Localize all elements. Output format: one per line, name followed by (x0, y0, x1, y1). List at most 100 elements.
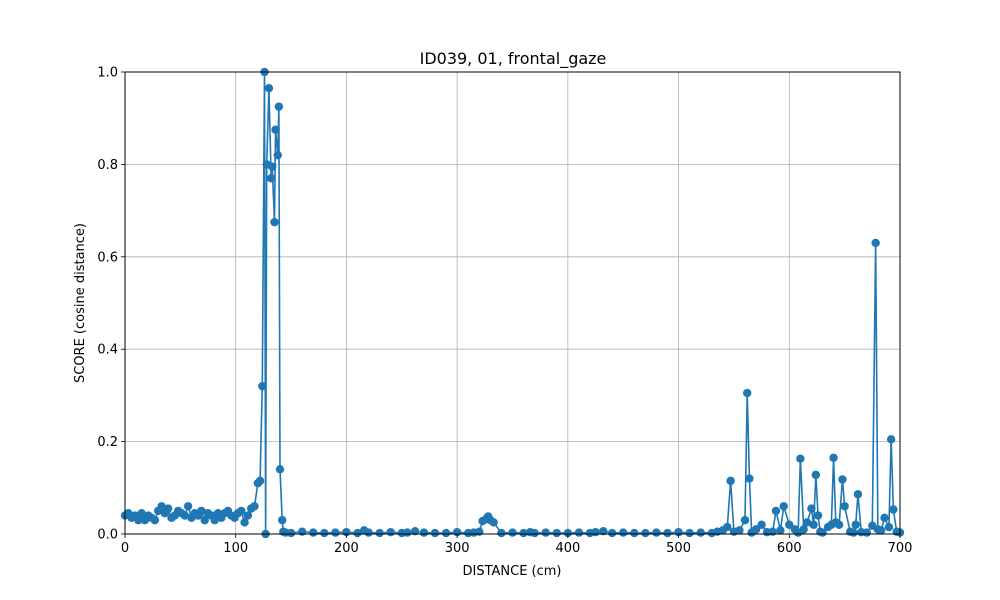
data-point (519, 528, 528, 538)
data-point (813, 511, 823, 520)
data-point (264, 83, 274, 93)
data-point (889, 505, 898, 514)
data-point (137, 509, 146, 518)
data-point (430, 528, 440, 538)
data-point (331, 528, 340, 537)
data-point (862, 528, 871, 537)
x-tick-label: 700 (888, 541, 913, 556)
data-point (364, 528, 373, 537)
data-point (275, 465, 285, 474)
data-point (183, 502, 193, 511)
data-point (740, 515, 750, 525)
data-point (880, 513, 889, 523)
data-point (745, 474, 754, 483)
data-point (884, 522, 894, 532)
data-point (757, 520, 766, 529)
x-axis-label: DISTANCE (cm) (462, 564, 561, 579)
data-point (818, 528, 827, 537)
data-point (876, 526, 886, 535)
data-point (419, 528, 429, 537)
data-point (375, 528, 384, 538)
data-point (619, 528, 628, 537)
data-point (829, 453, 838, 462)
data-point (410, 527, 420, 536)
data-point (552, 528, 561, 538)
data-point (771, 506, 781, 516)
x-axis-ticks: 0 100 200 300 400 500 600 700 (121, 534, 913, 556)
y-tick-label: 0.6 (97, 250, 118, 265)
data-point (266, 174, 276, 183)
y-tick-label: 0.8 (97, 158, 118, 173)
data-point (163, 504, 173, 513)
data-point (270, 217, 279, 227)
data-point (599, 527, 608, 536)
y-axis-ticks: 0.0 0.2 0.4 0.6 0.8 1.0 (97, 66, 125, 543)
y-tick-label: 0.2 (97, 435, 118, 450)
data-point (210, 515, 219, 525)
data-point (320, 528, 329, 538)
data-point (309, 528, 318, 537)
data-point (134, 515, 143, 525)
y-tick-label: 0.0 (97, 528, 118, 543)
data-point (607, 528, 617, 538)
data-point (853, 490, 863, 499)
data-point (685, 528, 694, 538)
data-point (197, 506, 206, 516)
data-point (751, 525, 761, 534)
series-layer (120, 67, 905, 539)
data-point (258, 381, 267, 391)
data-point (243, 511, 253, 520)
y-tick-label: 0.4 (97, 343, 118, 358)
data-point (723, 522, 732, 532)
data-point (180, 511, 189, 520)
x-tick-label: 100 (223, 541, 248, 556)
x-tick-label: 500 (666, 541, 691, 556)
x-tick-label: 0 (121, 541, 129, 556)
data-point (268, 162, 277, 171)
data-point (200, 515, 209, 525)
data-point (743, 388, 752, 398)
data-point (809, 520, 818, 529)
data-point (851, 520, 860, 529)
data-point (297, 527, 307, 536)
data-point (641, 528, 650, 538)
data-point (663, 528, 672, 538)
data-point (840, 502, 849, 511)
data-point (255, 476, 265, 486)
data-point (274, 102, 284, 111)
data-point (386, 527, 395, 537)
data-point (157, 502, 166, 511)
data-point (150, 515, 160, 525)
data-point (779, 502, 788, 511)
data-point (563, 528, 573, 538)
data-point (871, 238, 880, 248)
chart-title: ID039, 01, frontal_gaze (420, 49, 607, 69)
data-point (273, 150, 282, 160)
y-tick-label: 1.0 (97, 66, 118, 81)
data-point (278, 515, 287, 525)
data-point (475, 527, 484, 536)
x-tick-label: 200 (334, 541, 359, 556)
data-point (785, 520, 794, 529)
data-point (286, 528, 296, 538)
data-point (489, 518, 498, 527)
y-axis-label: SCORE (cosine distance) (73, 223, 88, 383)
data-point (796, 454, 805, 463)
data-point (886, 435, 896, 444)
data-point (838, 475, 847, 484)
data-point (726, 476, 735, 486)
data-point (849, 528, 858, 537)
data-point (735, 526, 744, 535)
x-tick-label: 400 (555, 541, 580, 556)
data-point (776, 526, 785, 535)
data-point (250, 502, 259, 511)
plot-frame (124, 71, 901, 535)
data-point (768, 527, 777, 536)
data-point (497, 528, 506, 538)
data-point (240, 518, 249, 527)
x-tick-label: 600 (777, 541, 802, 556)
data-point (271, 125, 280, 134)
data-point (811, 470, 821, 480)
